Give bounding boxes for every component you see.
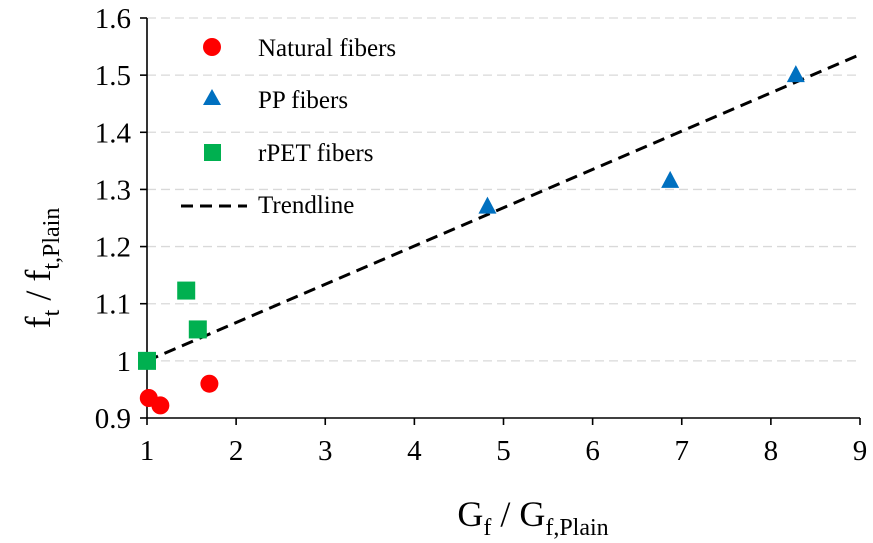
point-rpet-fibers [177,281,196,300]
x-tick-label: 2 [229,435,244,467]
y-axis-title-main2: f [18,270,58,282]
legend-marker-rpet-fibers [204,144,221,161]
x-tick-label: 1 [140,435,155,467]
x-axis-title-sep: / [491,494,519,534]
y-tick-label: 1 [117,346,132,378]
point-rpet-fibers [138,351,156,370]
data-points [138,65,805,415]
point-rpet-fibers [188,320,207,339]
axes [140,17,861,425]
x-tick-label: 8 [764,435,779,467]
x-axis-title-sub: f [483,515,491,541]
legend-marker-natural-fibers [203,38,221,56]
x-axis-title-main: G [457,494,483,534]
y-axis-title-sub: t [39,309,65,316]
y-tick-label: 1.1 [95,289,131,321]
y-tick-label: 1.5 [95,60,131,92]
y-tick-label: 1.3 [95,174,131,206]
x-axis-title-sub2: f,Plain [545,515,608,541]
y-tick-label: 0.9 [95,403,131,435]
point-pp-fibers [661,170,680,188]
x-tick-label: 5 [496,435,511,467]
x-axis-title: Gf / Gf,Plain [457,494,608,541]
legend-label-trendline: Trendline [258,192,354,219]
y-tick-label: 1.2 [95,232,131,264]
legend: Natural fibers PP fibers rPET fibers Tre… [181,35,396,219]
y-axis-title-sep: / [18,282,58,310]
point-natural-fibers [200,374,219,393]
x-tick-label: 7 [675,435,690,467]
legend-label-rpet-fibers: rPET fibers [258,140,374,167]
point-natural-fibers [151,396,170,415]
trendline [146,53,861,363]
legend-label-natural-fibers: Natural fibers [258,35,396,62]
y-tick-label: 1.6 [95,3,131,35]
tick-labels: 0.9 1 1.1 1.2 1.3 1.4 1.5 1.6 1 2 3 4 5 6 7 8 9 [95,3,868,467]
x-tick-label: 9 [853,435,868,467]
y-axis-title: ft / ft,Plain [18,208,65,329]
x-tick-label: 4 [407,435,422,467]
point-pp-fibers [786,65,805,83]
y-axis-title-sub2: t,Plain [39,208,65,270]
y-tick-label: 1.4 [95,117,132,149]
x-tick-label: 3 [318,435,333,467]
point-pp-fibers [478,196,497,214]
x-axis-title-main2: G [519,494,545,534]
gridlines [147,17,860,362]
trendline-layer [146,53,861,363]
legend-label-pp-fibers: PP fibers [258,87,348,114]
legend-marker-pp-fibers [203,89,221,105]
y-axis-title-main: f [18,316,58,328]
x-tick-label: 6 [585,435,600,467]
